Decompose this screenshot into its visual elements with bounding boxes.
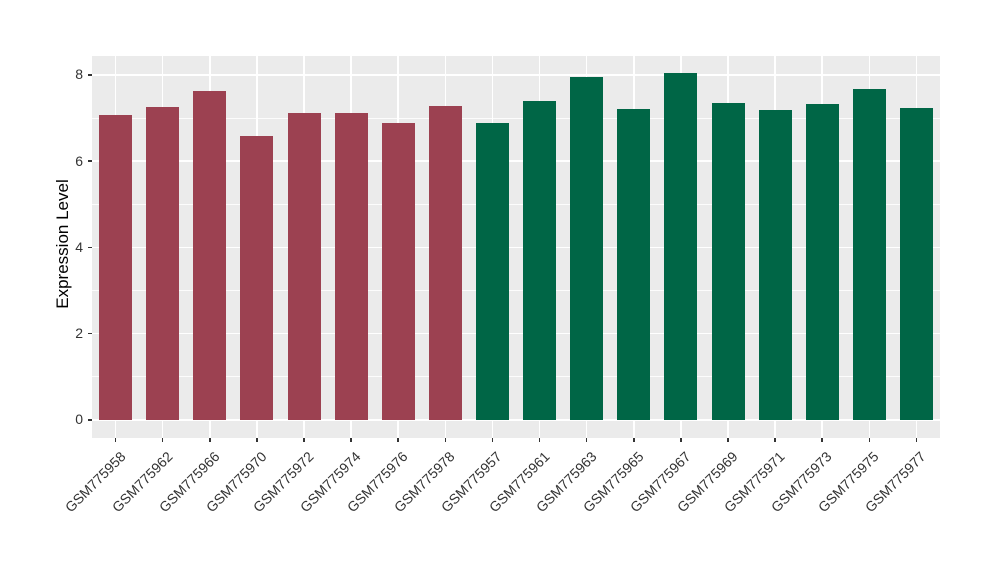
x-tick xyxy=(350,438,352,442)
x-tick xyxy=(821,438,823,442)
x-tick xyxy=(209,438,211,442)
x-tick xyxy=(161,438,164,442)
x-tick xyxy=(868,438,871,442)
x-tick xyxy=(585,438,588,442)
y-tick-label: 2 xyxy=(75,325,83,342)
x-tick xyxy=(633,438,635,442)
x-tick xyxy=(915,438,918,442)
bar-GSM775971 xyxy=(758,109,792,420)
bar-GSM775969 xyxy=(711,102,745,420)
y-tick xyxy=(88,160,92,162)
bar-GSM775977 xyxy=(899,107,933,420)
gridline-major xyxy=(92,332,940,335)
gridline-major xyxy=(92,246,940,249)
x-tick xyxy=(114,438,117,442)
y-tick xyxy=(88,246,92,249)
gridline-major xyxy=(92,160,940,162)
y-tick-label: 0 xyxy=(75,411,83,428)
x-tick xyxy=(680,438,682,442)
x-tick xyxy=(727,438,729,442)
bar-GSM775972 xyxy=(287,112,321,420)
gridline-minor xyxy=(92,290,940,292)
gridline-minor xyxy=(92,117,940,119)
y-tick xyxy=(88,332,92,335)
gridline-major xyxy=(92,419,940,421)
y-tick-label: 8 xyxy=(75,66,83,83)
bar-GSM775958 xyxy=(99,114,133,420)
y-tick xyxy=(88,419,92,421)
bar-GSM775963 xyxy=(570,76,604,420)
bar-GSM775967 xyxy=(664,72,698,420)
bar-GSM775957 xyxy=(475,122,509,420)
bar-GSM775965 xyxy=(617,108,651,420)
bar-GSM775975 xyxy=(852,88,886,420)
y-tick-label: 6 xyxy=(75,152,83,169)
gridline-minor xyxy=(92,203,940,205)
bar-GSM775978 xyxy=(428,105,462,420)
y-tick-label: 4 xyxy=(75,238,83,255)
x-tick xyxy=(303,438,305,442)
y-tick xyxy=(88,74,92,76)
x-tick xyxy=(491,438,494,442)
bar-GSM775974 xyxy=(334,112,368,420)
bar-GSM775973 xyxy=(805,103,839,420)
gridline-minor xyxy=(92,376,940,378)
x-tick xyxy=(397,438,399,442)
x-tick xyxy=(538,438,541,442)
bar-GSM775966 xyxy=(193,90,227,420)
gridline-major xyxy=(92,74,940,76)
x-tick xyxy=(444,438,447,442)
bar-GSM775961 xyxy=(523,100,557,420)
bar-GSM775970 xyxy=(240,135,274,420)
x-tick xyxy=(256,438,258,442)
x-tick xyxy=(774,438,776,442)
bar-GSM775962 xyxy=(146,106,180,420)
bar-GSM775976 xyxy=(381,122,415,420)
